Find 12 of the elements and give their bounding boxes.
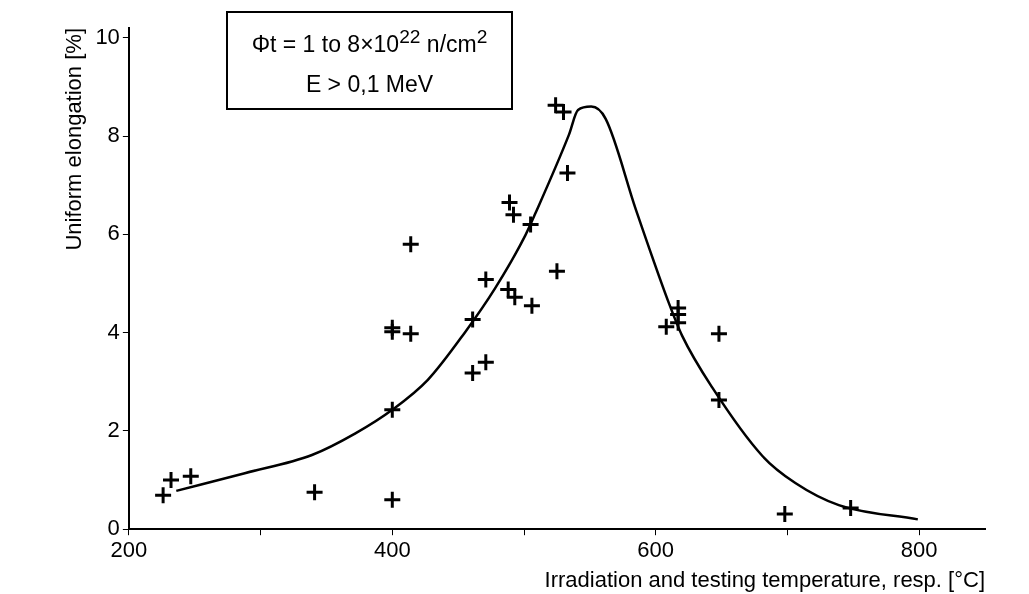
y-tick-label: 2 xyxy=(107,416,120,442)
y-tick-label: 4 xyxy=(107,318,120,344)
y-tick-label: 10 xyxy=(95,23,120,49)
annotation: E > 0,1 MeV xyxy=(304,69,435,99)
y-tick-label: 6 xyxy=(107,220,120,246)
y-tick-label: 8 xyxy=(107,122,120,148)
x-axis-title: Irradiation and testing temperature, resp. [°C] xyxy=(544,566,985,592)
annotation: Φt = 1 to 8×10$^{22}$ n/cm$^{2}$ xyxy=(250,25,489,59)
x-tick-label: 600 xyxy=(637,537,675,563)
y-axis-title: Uniform elongation [%] xyxy=(61,28,87,251)
x-tick-label: 800 xyxy=(900,537,938,563)
x-tick-label: 400 xyxy=(373,537,411,563)
